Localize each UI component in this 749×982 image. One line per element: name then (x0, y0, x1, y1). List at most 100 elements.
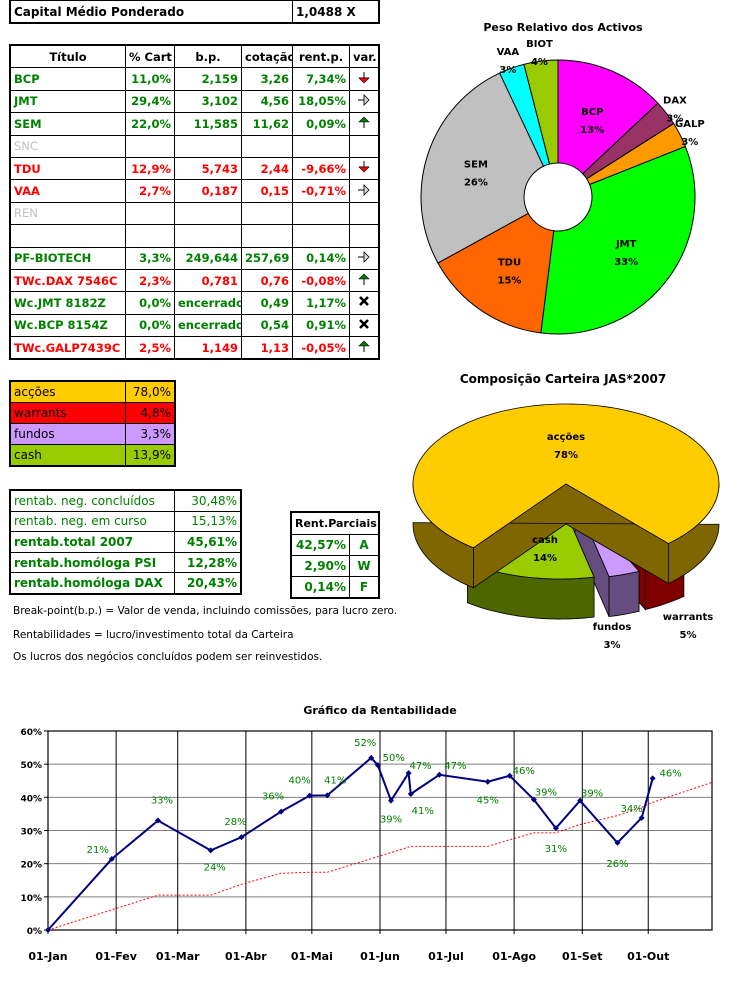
pie1-slice-sem (420, 72, 545, 264)
titles-table: Título% Cart b.p. cotação rent.p. var. BCP 11… (9, 43, 380, 361)
data-point (278, 808, 285, 815)
data-label: 39% (581, 789, 603, 800)
rentab-label: rentab.homóloga DAX (10, 572, 175, 594)
pie1-slice-biot (523, 59, 559, 165)
pie2-label: cash (532, 535, 558, 546)
pie1-label: GALP (675, 119, 705, 130)
cell-rent: 7,34% (292, 67, 350, 91)
data-label: 52% (354, 738, 376, 749)
rentab-label: rentab.homóloga PSI (10, 551, 175, 574)
pie1-label: DAX (663, 95, 687, 106)
data-point (484, 778, 491, 785)
data-point (368, 754, 375, 761)
table-row: TWc.DAX 7546C 2,3% 0,781 0,76 -0,08% (10, 268, 379, 293)
data-label: 39% (535, 788, 557, 799)
table-row: SEM 22,0% 11,585 11,62 0,09% (10, 112, 379, 136)
data-point (374, 762, 381, 769)
cell-cart: 11,0% (125, 67, 175, 91)
data-label: 24% (204, 862, 226, 873)
cell-rent: -0,05% (292, 336, 350, 360)
table-row: TDU 12,9% 5,743 2,44 -9,66% (10, 156, 379, 181)
x-tick-label: 01-Set (562, 950, 603, 963)
pie1-label: BIOT (526, 39, 553, 50)
data-label: 47% (409, 761, 431, 772)
table-row: REN (10, 201, 379, 226)
pie1-label: VAA (497, 47, 520, 58)
cell-bp: encerrado (174, 313, 242, 338)
data-point (405, 770, 412, 777)
cell-rent: 18,05% (292, 89, 350, 114)
pie1-value-label: 33% (614, 257, 638, 268)
rentab-row: rentab. neg. em curso 15,13% (10, 510, 241, 533)
pie2-label: warrants (663, 612, 713, 623)
data-label: 26% (606, 859, 628, 870)
cell-cotacao: 0,54 (241, 313, 293, 338)
y-tick-label: 20% (20, 861, 42, 871)
pie1-value-label: 4% (531, 57, 548, 68)
rentab-row: rentab.homóloga PSI 12,28% (10, 551, 241, 574)
data-point (552, 825, 559, 832)
column-header: b.p. (174, 44, 242, 69)
arrow-down-icon (349, 67, 379, 91)
capital-label: Capital Médio Ponderado (10, 0, 293, 23)
composition-row: cash 13,9% (10, 444, 175, 466)
x-tick-label: 01-Mar (156, 950, 200, 963)
data-point (577, 797, 584, 804)
note-break-point: Break-point(b.p.) = Valor de venda, incl… (13, 605, 398, 617)
pie2-label: acções (547, 432, 585, 443)
x-tick-label: 01-Abr (225, 950, 267, 963)
cell-rent: 0,09% (292, 112, 350, 136)
x-tick-label: 01-Fev (95, 950, 137, 963)
rentab-row: rentab.homóloga DAX 20,43% (10, 572, 241, 594)
cell-cotacao: 0,49 (241, 291, 293, 315)
cell-titulo: PF-BIOTECH (10, 246, 126, 270)
cell-bp: 0,781 (174, 268, 242, 293)
table-row: Wc.JMT 8182Z 0,0% encerrado 0,49 1,17% (10, 291, 379, 315)
data-point (108, 856, 115, 863)
table-row: Wc.BCP 8154Z 0,0% encerrado 0,54 0,91% (10, 313, 379, 338)
data-point (154, 817, 161, 824)
cell-cart: 0,0% (125, 313, 175, 338)
rent-parciais-code: W (348, 555, 380, 577)
pie1-label: TDU (498, 257, 521, 268)
rentab-label: rentab. neg. concluídos (10, 490, 175, 512)
column-header: cotação (241, 44, 293, 69)
data-label: 41% (412, 806, 434, 817)
rent-parciais-row: 2,90% W (291, 555, 380, 577)
data-label: 40% (289, 776, 311, 787)
table-row (10, 224, 379, 248)
pie1-label: SEM (464, 159, 488, 170)
rent-parciais-row: 42,57% A (291, 534, 380, 556)
pie2-value-label: 3% (604, 640, 621, 651)
series-benchmark-line (47, 781, 713, 931)
data-point (407, 791, 414, 798)
arrow-up-icon (349, 336, 379, 360)
data-label: 45% (477, 796, 499, 807)
pie-composicao-carteira: Composição Carteira JAS*2007 warrants 5% f… (412, 372, 720, 651)
composition-value: 13,9% (125, 444, 175, 466)
cell-cart: 3,3% (125, 246, 175, 270)
capital-value: 1,0488 X (292, 0, 379, 23)
rentab-value: 12,28% (174, 551, 241, 574)
line-chart-rentabilidade: Gráfico da Rentabilidade 0% 10% 20% 30% 40% 5… (20, 704, 713, 963)
y-tick-label: 30% (20, 828, 42, 838)
pie2-slice-aces (412, 403, 720, 549)
pie1-value-label: 3% (499, 65, 516, 76)
cell-cart: 2,3% (125, 268, 175, 293)
y-tick-label: 50% (20, 761, 42, 771)
cell-bp: 1,149 (174, 336, 242, 360)
pie1-value-label: 15% (498, 275, 522, 286)
data-label: 21% (87, 845, 109, 856)
line-chart-title: Gráfico da Rentabilidade (303, 704, 456, 717)
data-point (45, 927, 51, 933)
pie-peso-relativo: Peso Relativo dos Activos BCP13%DAX3%GAL… (420, 21, 705, 335)
pie1-title: Peso Relativo dos Activos (483, 21, 643, 34)
cell-titulo: VAA (10, 179, 126, 203)
data-point (530, 796, 537, 803)
cell-cart: 0,0% (125, 291, 175, 315)
data-point (436, 771, 443, 778)
x-tick-label: 01-Jan (28, 950, 67, 963)
data-point (614, 839, 621, 846)
cell-rent: 1,17% (292, 291, 350, 315)
